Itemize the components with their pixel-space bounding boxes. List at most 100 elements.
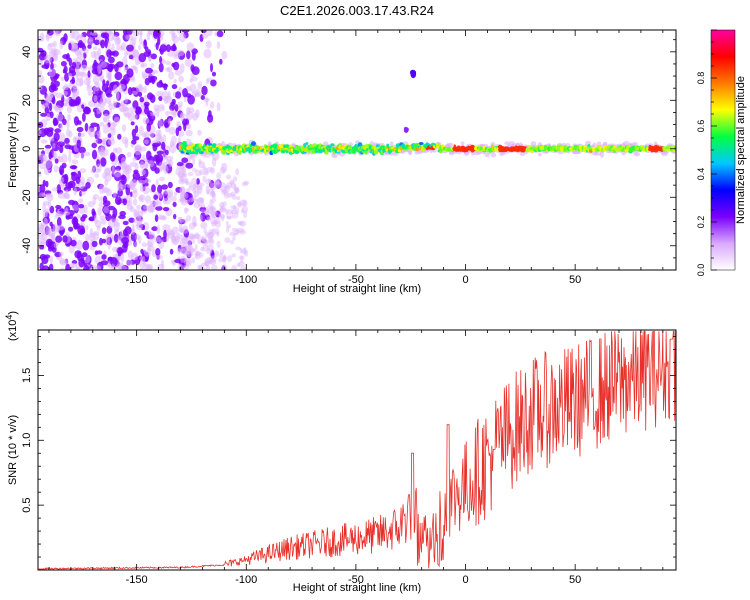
- spectrogram-cell: [195, 252, 201, 260]
- spectrogram-cell: [401, 144, 406, 147]
- spectrogram-cell: [97, 101, 106, 108]
- spectrogram-cell: [156, 224, 161, 234]
- spectrogram-cell: [140, 248, 144, 254]
- spectrogram-cell: [97, 64, 102, 74]
- spectrogram-cell: [189, 234, 194, 240]
- spectrogram-cell: [181, 246, 187, 254]
- spectrogram-cell: [61, 153, 68, 164]
- x-tick-label: -100: [235, 274, 257, 286]
- spectrogram-cell: [48, 84, 56, 93]
- spectrogram-cell: [199, 197, 205, 203]
- spectrogram-cell: [143, 139, 149, 145]
- spectrogram-cell: [216, 102, 221, 112]
- spectrogram-cell: [68, 149, 72, 155]
- spectrogram-cell: [214, 250, 220, 257]
- spectrogram-cell: [185, 106, 191, 116]
- spectrogram-cell: [148, 232, 156, 239]
- spectrogram-cell: [207, 231, 215, 239]
- spectrogram-cell: [538, 152, 542, 157]
- spectrogram-cell: [183, 207, 188, 215]
- spectrogram-cell: [163, 229, 167, 240]
- spectrogram-cell: [177, 247, 182, 255]
- spectrogram-cell: [222, 254, 227, 262]
- spectrogram-cell: [59, 251, 64, 257]
- spectrogram-cell: [215, 210, 221, 218]
- spectrogram-cell: [194, 243, 198, 251]
- spectrogram-cell: [230, 191, 236, 197]
- spectrogram-cell: [114, 221, 120, 227]
- spectrogram-cell: [240, 255, 244, 264]
- spectrogram-cell: [94, 265, 102, 270]
- spectrogram-cell: [93, 214, 98, 224]
- spectrogram-cell: [216, 172, 222, 180]
- spectrogram-cell: [199, 169, 204, 176]
- spectrogram-cell: [80, 254, 84, 264]
- spectrogram-cell: [48, 102, 53, 112]
- spectrogram-cell: [118, 88, 124, 94]
- spectrogram-cell: [93, 95, 98, 103]
- spectrogram-cell: [183, 229, 189, 238]
- spectrogram-cell: [174, 70, 183, 76]
- spectrogram-cell: [233, 183, 237, 190]
- spectrogram-cell: [173, 54, 180, 60]
- spectrogram-cell: [92, 46, 98, 51]
- spectrogram-cell: [237, 220, 242, 225]
- spectrogram-cell: [106, 93, 113, 98]
- spectrogram-cell: [55, 30, 61, 37]
- spectrogram-cell: [150, 53, 157, 60]
- spectrogram-cell: [59, 165, 65, 176]
- spectrogram-cell: [210, 101, 215, 109]
- spectrogram-cell: [200, 246, 205, 252]
- spectrogram-cell: [78, 204, 85, 209]
- spectrogram-cell: [148, 132, 155, 138]
- spectrogram-cell: [221, 201, 227, 207]
- spectrogram-cell: [220, 214, 225, 222]
- spectrogram-cell: [194, 250, 200, 256]
- spectrogram-cell: [152, 144, 158, 152]
- spectrogram-cell: [70, 239, 77, 247]
- spectrogram-cell: [60, 267, 65, 270]
- spectrogram-cell: [97, 206, 103, 216]
- spectrogram-cell: [235, 168, 240, 176]
- spectrogram-cell: [239, 221, 244, 226]
- spectrogram-cell: [65, 128, 71, 137]
- spectrogram-cell: [411, 71, 416, 77]
- spectrogram-cell: [490, 152, 496, 158]
- spectrogram-cell: [129, 205, 135, 213]
- spectrogram-cell: [64, 144, 72, 150]
- spectrogram-cell: [93, 86, 100, 92]
- spectrogram-cell: [64, 72, 70, 82]
- spectrogram-cell: [209, 198, 217, 203]
- spectrogram-cell: [92, 231, 100, 236]
- spectrogram-cell: [130, 77, 136, 82]
- spectrogram-cell: [203, 260, 210, 267]
- spectrogram-cell: [107, 242, 111, 250]
- spectrogram-cell: [177, 136, 181, 145]
- spectrogram-cell: [137, 30, 142, 36]
- spectrogram-cell: [96, 225, 101, 231]
- spectrogram-cell: [203, 227, 207, 234]
- spectrogram-cell: [305, 142, 309, 145]
- spectrogram-cell: [162, 224, 171, 232]
- spectrogram-cell: [181, 157, 189, 163]
- spectrogram-y-axis-label: Frequency (Hz): [7, 112, 19, 188]
- spectrogram-cell: [112, 84, 118, 94]
- spectrogram-cell: [208, 143, 213, 146]
- spectrogram-cell: [82, 106, 90, 114]
- spectrogram-cell: [104, 38, 108, 49]
- spectrogram-panel: -150 -100 -50 0 50 -40 -20 0 20 40 Height of stra…: [7, 29, 677, 295]
- spectrogram-cell: [112, 246, 118, 252]
- spectrogram-cell: [109, 152, 116, 162]
- spectrogram-cell: [136, 204, 141, 211]
- spectrogram-cell: [194, 232, 200, 240]
- spectrogram-cell: [101, 254, 107, 260]
- spectrogram-cell: [50, 62, 54, 71]
- spectrogram-cell: [191, 257, 195, 264]
- spectrogram-cell: [65, 263, 71, 270]
- spectrogram-cell: [60, 61, 67, 67]
- spectrogram-cell: [155, 154, 164, 163]
- spectrogram-cell: [111, 263, 115, 270]
- spectrogram-cell: [52, 223, 58, 234]
- spectrogram-cell: [206, 30, 213, 37]
- spectrogram-cell: [62, 85, 69, 90]
